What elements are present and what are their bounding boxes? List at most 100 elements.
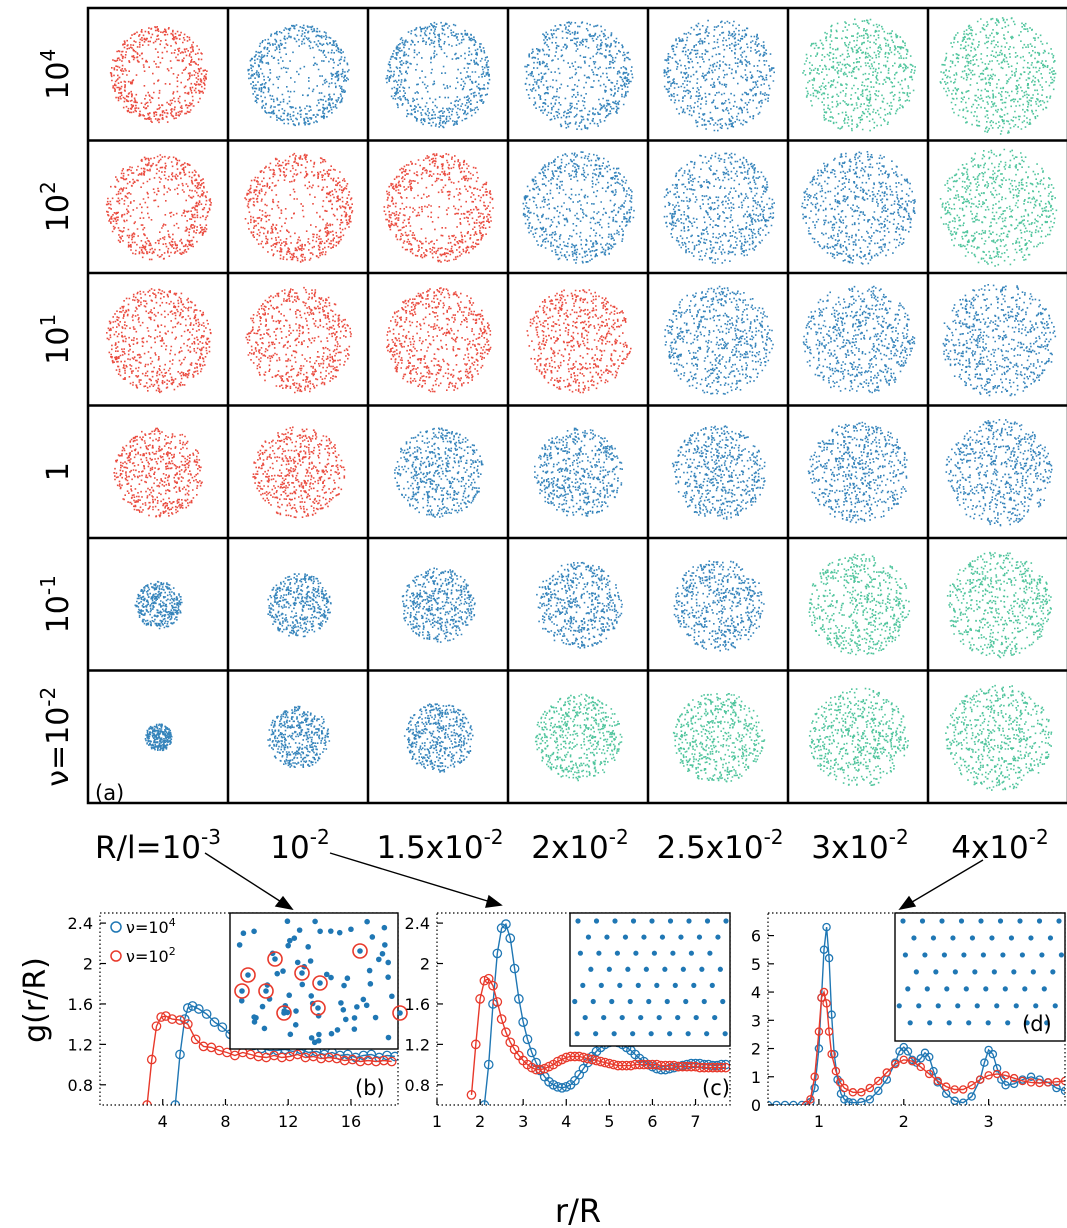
data-point <box>874 1086 883 1096</box>
inset-particle <box>575 918 581 924</box>
y-tick-label: 1 <box>751 1068 761 1087</box>
y-tick-label: 1.6 <box>68 995 93 1014</box>
grid-cell <box>245 286 352 394</box>
inset-particle <box>717 966 723 972</box>
inset-particle <box>693 1014 699 1021</box>
data-point <box>488 980 498 991</box>
inset-particle <box>360 996 367 1003</box>
particle-cloud <box>801 151 916 265</box>
particle-cloud <box>945 684 1053 791</box>
grid-cell <box>939 17 1057 135</box>
panel-c: 1 2 3 4 5 6 7 0.8 1.2 1.6 2 2.4 <box>405 912 731 1131</box>
data-point <box>582 1053 593 1064</box>
inset-particle <box>664 998 670 1005</box>
inset-particle <box>699 966 705 972</box>
data-point <box>161 1011 171 1021</box>
inset-particle <box>1008 935 1015 941</box>
inset-particle <box>994 1003 1000 1009</box>
grid-cell <box>802 285 916 394</box>
inset-particle <box>1033 1003 1039 1009</box>
particle-cloud <box>109 26 208 124</box>
data-point <box>170 1100 181 1105</box>
inset-particle <box>958 918 965 924</box>
inset-particle <box>338 1000 344 1006</box>
data-point <box>814 1044 824 1053</box>
inset-particle <box>646 998 652 1005</box>
inset-particle <box>930 935 937 941</box>
inset-particle <box>296 927 303 933</box>
grid-cell <box>252 426 346 519</box>
data-point <box>492 997 503 1007</box>
data-point <box>1060 1086 1065 1096</box>
data-point <box>190 1034 201 1045</box>
data-point <box>716 1062 727 1073</box>
data-point <box>840 1083 849 1093</box>
column-label: 2x10-2 <box>531 825 628 866</box>
inset-particle <box>327 928 334 934</box>
legend-entry: ν=104 <box>126 916 176 937</box>
inset-particle <box>316 1031 322 1038</box>
data-point <box>950 1096 959 1105</box>
inset-particle <box>1028 935 1034 941</box>
particle-cloud <box>244 152 354 263</box>
y-tick-label: 2 <box>83 955 93 974</box>
dimer-highlight <box>276 1005 292 1021</box>
data-point <box>810 1072 819 1082</box>
inset-particle <box>950 935 956 941</box>
data-point <box>501 919 511 929</box>
data-point <box>475 994 485 1004</box>
inset-particle <box>617 982 623 988</box>
data-point <box>514 994 524 1004</box>
inset-particle <box>364 918 370 925</box>
data-point <box>912 1058 921 1067</box>
data-point <box>182 1003 193 1013</box>
data-point <box>865 1083 875 1093</box>
x-tick-label: 8 <box>220 1112 230 1131</box>
inset-particle <box>643 966 649 972</box>
data-point <box>924 1052 934 1062</box>
inset-particle <box>315 1005 321 1011</box>
particle-cloud <box>522 151 635 264</box>
grid-cell <box>267 573 332 638</box>
inset-particle <box>593 918 600 924</box>
row-label: ν=10-2 <box>36 687 76 787</box>
particle-cloud <box>386 287 492 393</box>
inset-particle <box>1013 1003 1019 1009</box>
panel-c-label: (c) <box>702 1076 730 1100</box>
inset-particle <box>919 918 926 924</box>
particle-cloud <box>671 425 766 520</box>
y-tick-label: 1.2 <box>68 1035 93 1054</box>
data-point <box>908 1056 917 1066</box>
data-point <box>557 1082 567 1093</box>
data-point <box>193 1004 204 1014</box>
inset-particle <box>985 1020 991 1026</box>
data-point <box>903 1047 913 1056</box>
inset-particle <box>305 944 311 950</box>
inset-particle <box>680 966 686 972</box>
dimer-highlight <box>352 943 368 959</box>
particle-cloud <box>664 285 774 395</box>
inset-particle <box>604 934 610 940</box>
inset-particle <box>907 1020 913 1026</box>
data-point <box>1009 1073 1019 1083</box>
data-point <box>829 1049 839 1059</box>
grid-cell <box>383 153 494 263</box>
legend-entry: ν=102 <box>126 945 176 966</box>
inset-particle <box>935 1003 941 1009</box>
panel-b-label: (b) <box>355 1076 385 1100</box>
data-point <box>827 1049 836 1059</box>
data-point <box>492 948 503 959</box>
series <box>801 987 1065 1105</box>
panel-d: 1 2 3 0 1 2 3 4 5 6 <box>751 912 1066 1131</box>
data-point <box>217 1022 228 1033</box>
inset-particle <box>574 1031 580 1037</box>
inset-particle <box>367 981 374 987</box>
inset-particle <box>381 924 388 931</box>
data-point <box>591 1055 602 1066</box>
inset-particle <box>328 974 334 981</box>
data-point <box>187 1001 198 1011</box>
y-tick-label: 1.2 <box>405 1035 430 1054</box>
particle-cloud <box>134 580 183 630</box>
inset <box>229 912 408 1050</box>
data-point <box>595 1056 606 1067</box>
